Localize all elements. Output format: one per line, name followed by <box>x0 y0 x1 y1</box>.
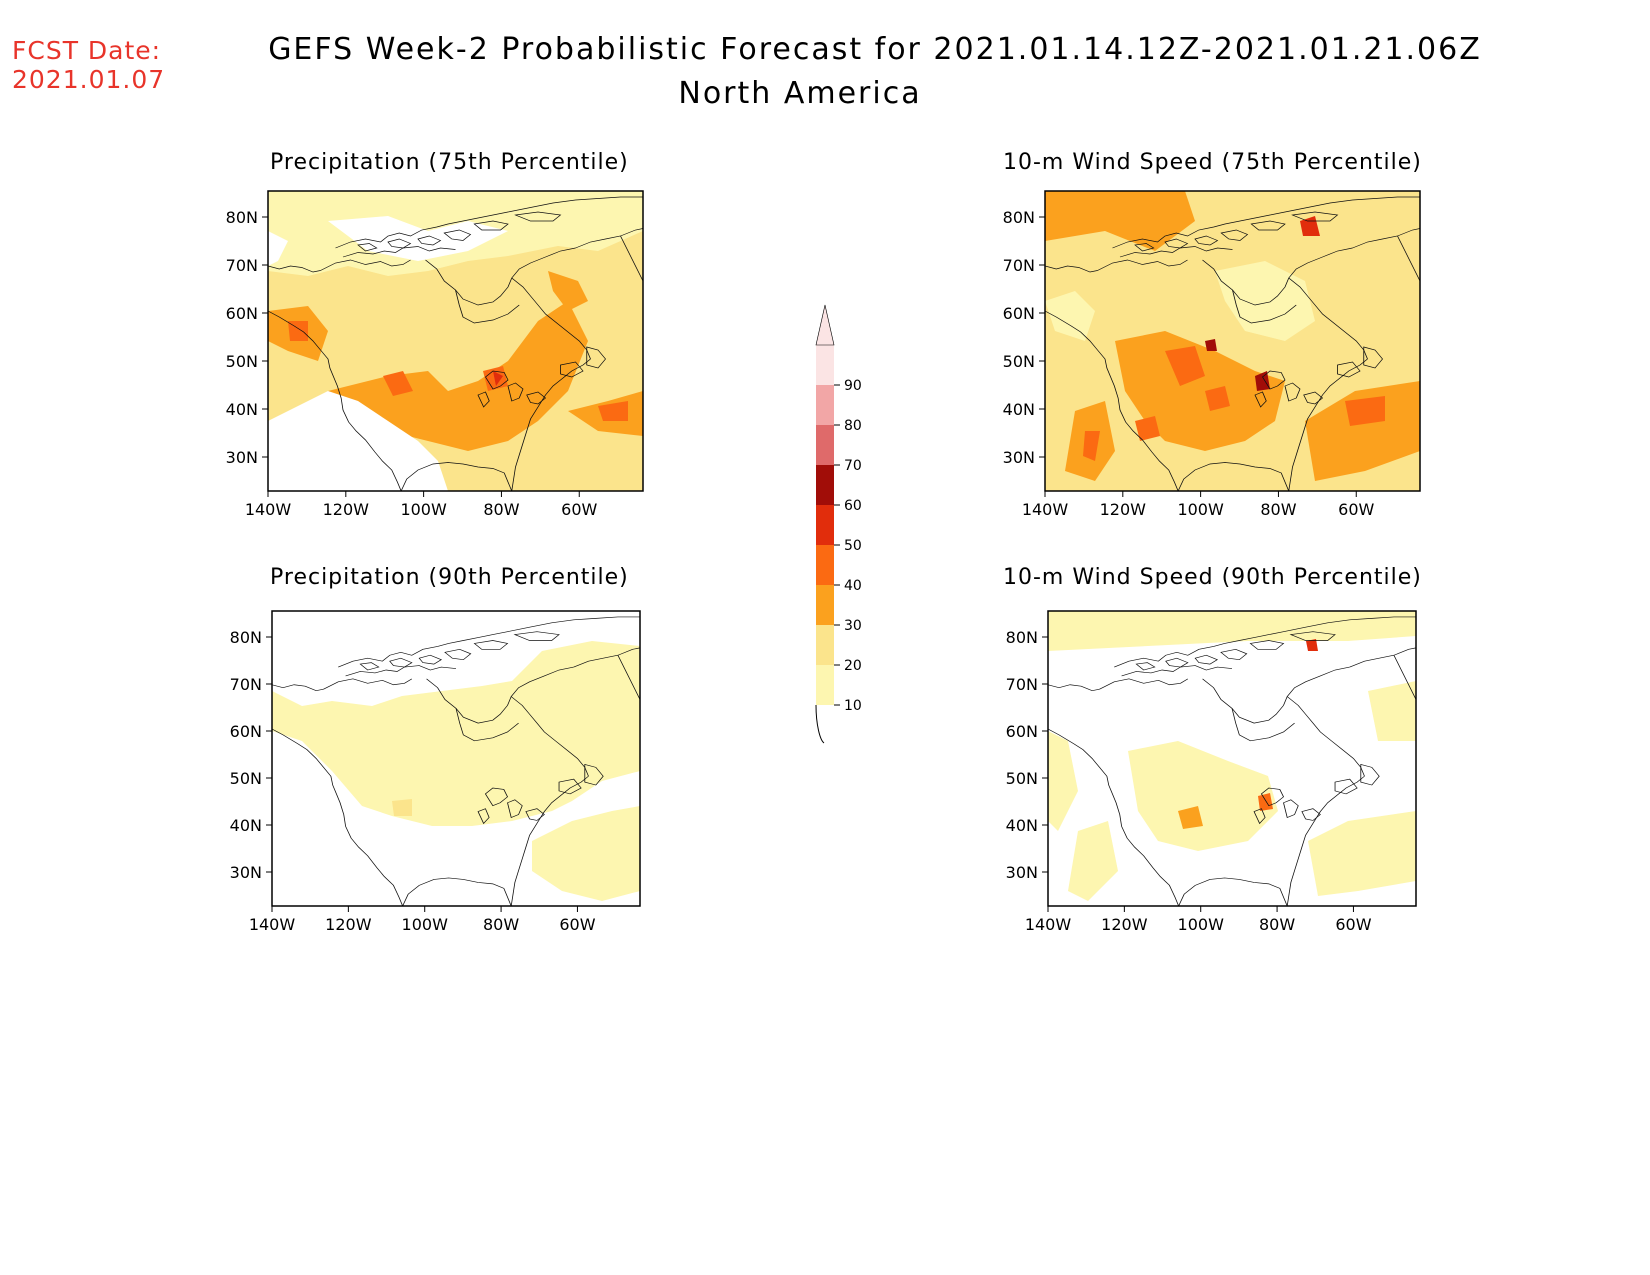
colorbar: 10 20 30 40 50 60 70 80 90 <box>815 304 862 744</box>
lon-label: 140W <box>1025 915 1072 934</box>
lon-label: 120W <box>1101 915 1148 934</box>
lat-label: 60N <box>226 304 258 323</box>
colorbar-swatch <box>816 345 834 385</box>
lon-label: 120W <box>325 915 372 934</box>
lon-label: 80W <box>483 500 519 519</box>
colorbar-swatch <box>816 425 834 465</box>
panel-title-wind90: 10-m Wind Speed (90th Percentile) <box>1003 565 1422 590</box>
lon-label: 100W <box>400 500 447 519</box>
lat-label: 60N <box>1006 722 1038 741</box>
lon-label: 100W <box>402 915 449 934</box>
colorbar-swatch <box>816 385 834 425</box>
axis-labels: 80N 70N 60N 50N 40N 30N 140W 120W 100W 80W 60W 80N 7… <box>226 208 1375 934</box>
panel-title-precip90: Precipitation (90th Percentile) <box>270 565 629 590</box>
lat-label: 70N <box>1003 256 1035 275</box>
lat-label: 40N <box>230 816 262 835</box>
lon-label: 100W <box>1178 915 1225 934</box>
lon-label: 60W <box>561 500 597 519</box>
colorbar-swatch <box>816 625 834 665</box>
lat-label: 80N <box>226 208 258 227</box>
colorbar-label: 70 <box>844 458 862 474</box>
colorbar-label: 60 <box>844 498 862 514</box>
lat-label: 30N <box>230 863 262 882</box>
lon-label: 140W <box>1022 500 1069 519</box>
colorbar-label: 80 <box>844 418 862 434</box>
lat-label: 50N <box>226 352 258 371</box>
lat-label: 70N <box>226 256 258 275</box>
colorbar-label: 90 <box>844 378 862 394</box>
lat-label: 50N <box>1003 352 1035 371</box>
main-title: GEFS Week-2 Probabilistic Forecast for 2… <box>268 32 1482 67</box>
panel-title-precip75: Precipitation (75th Percentile) <box>270 150 629 175</box>
colorbar-cap-bottom <box>815 704 825 744</box>
colorbar-label: 30 <box>844 618 862 634</box>
map-precip75 <box>267 190 644 492</box>
colorbar-label: 40 <box>844 578 862 594</box>
lat-label: 60N <box>230 722 262 741</box>
lat-label: 60N <box>1003 304 1035 323</box>
colorbar-cap-top <box>815 304 835 346</box>
map-wind75 <box>1044 190 1421 492</box>
lon-label: 140W <box>245 500 292 519</box>
colorbar-label: 20 <box>844 658 862 674</box>
lon-label: 120W <box>1100 500 1147 519</box>
lat-label: 40N <box>226 400 258 419</box>
lon-label: 120W <box>323 500 370 519</box>
lon-label: 60W <box>559 915 595 934</box>
map-wind90 <box>1047 610 1417 907</box>
lon-label: 80W <box>1260 500 1296 519</box>
fcst-date-value: 2021.01.07 <box>12 65 166 94</box>
lat-label: 30N <box>226 448 258 467</box>
colorbar-label: 50 <box>844 538 862 554</box>
lat-label: 50N <box>230 769 262 788</box>
lat-label: 80N <box>1003 208 1035 227</box>
lon-label: 80W <box>1259 915 1295 934</box>
lat-label: 70N <box>1006 675 1038 694</box>
map-precip90 <box>271 610 641 907</box>
colorbar-swatch <box>816 545 834 585</box>
lat-label: 80N <box>1006 628 1038 647</box>
lon-label: 140W <box>249 915 296 934</box>
colorbar-swatch <box>816 665 834 705</box>
panel-title-wind75: 10-m Wind Speed (75th Percentile) <box>1003 150 1422 175</box>
fcst-date-label: FCST Date: <box>12 36 162 65</box>
lon-label: 100W <box>1177 500 1224 519</box>
lat-label: 50N <box>1006 769 1038 788</box>
lat-label: 40N <box>1006 816 1038 835</box>
lat-label: 30N <box>1003 448 1035 467</box>
colorbar-swatch <box>816 585 834 625</box>
colorbar-label: 10 <box>844 698 862 714</box>
lon-label: 60W <box>1335 915 1371 934</box>
subtitle: North America <box>678 76 922 111</box>
lat-label: 80N <box>230 628 262 647</box>
colorbar-swatch <box>816 505 834 545</box>
colorbar-swatch <box>816 465 834 505</box>
lon-label: 60W <box>1338 500 1374 519</box>
lat-label: 40N <box>1003 400 1035 419</box>
lat-label: 70N <box>230 675 262 694</box>
lat-label: 30N <box>1006 863 1038 882</box>
lon-label: 80W <box>483 915 519 934</box>
